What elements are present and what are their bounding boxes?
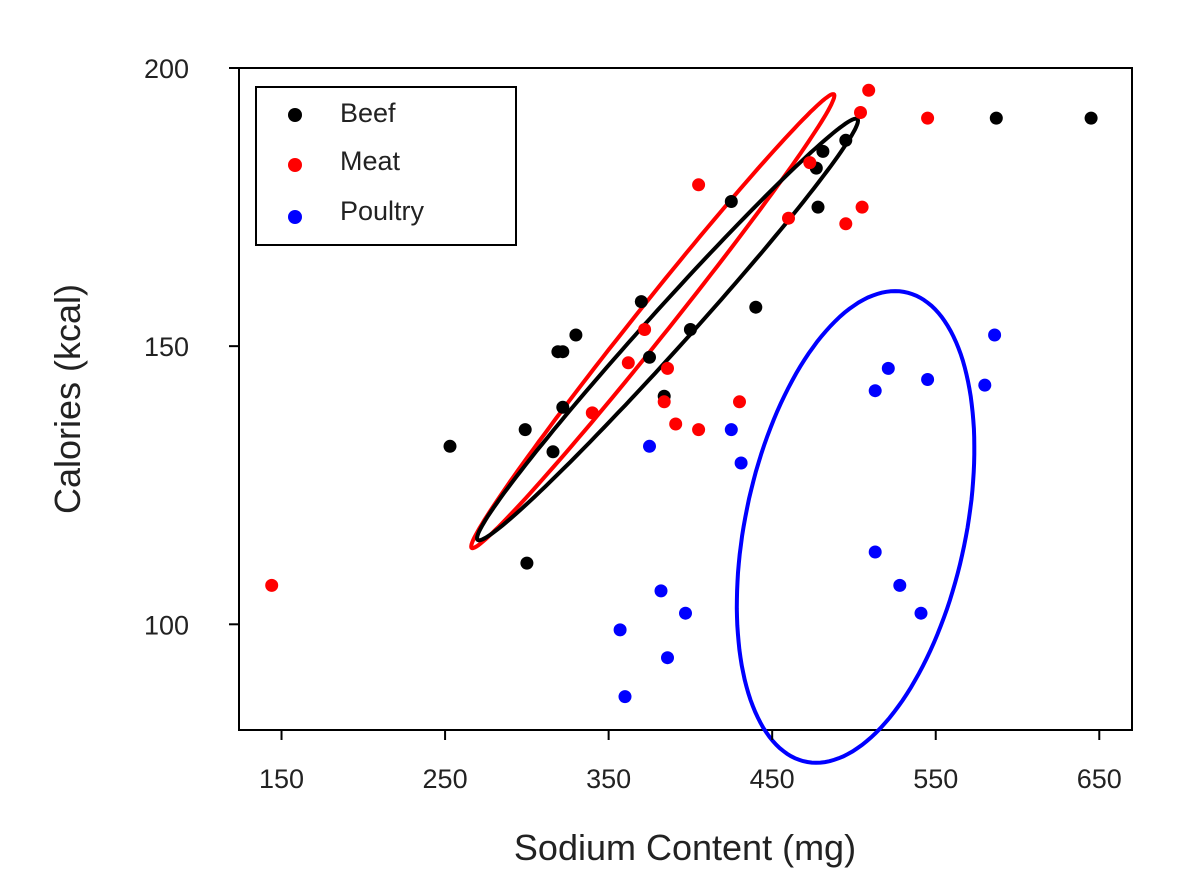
legend-label-poultry: Poultry bbox=[340, 196, 425, 226]
point-beef-7 bbox=[569, 328, 583, 342]
point-beef-18 bbox=[989, 111, 1003, 125]
point-beef-2 bbox=[520, 556, 534, 570]
data-points bbox=[265, 83, 1098, 704]
x-tick-label-350: 350 bbox=[586, 764, 631, 794]
x-tick-label-650: 650 bbox=[1077, 764, 1122, 794]
x-tick-label-150: 150 bbox=[259, 764, 304, 794]
legend-label-beef: Beef bbox=[340, 98, 396, 128]
plot-frame bbox=[238, 67, 1133, 731]
point-meat-7 bbox=[692, 423, 706, 437]
point-meat-10 bbox=[782, 211, 795, 225]
point-poultry-6 bbox=[724, 423, 738, 437]
point-poultry-5 bbox=[679, 606, 692, 620]
point-meat-0 bbox=[265, 578, 279, 592]
point-meat-5 bbox=[657, 395, 671, 409]
confidence-ellipses bbox=[469, 92, 977, 765]
point-poultry-13 bbox=[921, 373, 935, 386]
point-meat-9 bbox=[733, 395, 746, 409]
point-beef-8 bbox=[634, 295, 648, 309]
y-axis-title: Calories (kcal) bbox=[47, 284, 88, 514]
point-meat-1 bbox=[585, 406, 599, 420]
point-beef-13 bbox=[749, 300, 763, 314]
point-poultry-3 bbox=[654, 584, 668, 598]
ellipse-poultry bbox=[734, 289, 977, 765]
point-poultry-10 bbox=[881, 361, 895, 375]
point-meat-6 bbox=[669, 417, 683, 431]
y-tick-label-100: 100 bbox=[144, 610, 189, 640]
legend-marker-beef bbox=[288, 108, 302, 122]
legend-label-meat: Meat bbox=[340, 146, 401, 176]
ellipse-beef bbox=[475, 116, 861, 543]
point-meat-11 bbox=[803, 156, 817, 170]
x-tick-label-450: 450 bbox=[750, 764, 795, 794]
x-axis-title: Sodium Content (mg) bbox=[514, 827, 856, 868]
x-axis: 150 250 350 450 550 650 bbox=[259, 730, 1122, 794]
point-poultry-0 bbox=[613, 623, 627, 637]
legend-marker-poultry bbox=[288, 210, 302, 224]
point-poultry-15 bbox=[988, 328, 1002, 342]
point-beef-1 bbox=[518, 423, 532, 437]
point-meat-13 bbox=[855, 200, 869, 214]
point-beef-3 bbox=[546, 445, 560, 459]
point-beef-6 bbox=[556, 400, 570, 414]
point-meat-3 bbox=[638, 323, 652, 336]
ellipse-meat bbox=[469, 92, 837, 551]
legend: Beef Meat Poultry bbox=[255, 86, 517, 246]
point-poultry-7 bbox=[734, 456, 748, 470]
point-meat-12 bbox=[839, 217, 853, 231]
point-poultry-9 bbox=[868, 545, 882, 559]
x-tick-label-550: 550 bbox=[913, 764, 958, 794]
point-poultry-11 bbox=[893, 578, 907, 592]
point-beef-15 bbox=[811, 200, 825, 214]
point-meat-14 bbox=[854, 106, 867, 119]
point-meat-4 bbox=[661, 361, 674, 375]
point-beef-19 bbox=[1084, 111, 1098, 125]
point-beef-0 bbox=[443, 439, 457, 453]
point-beef-11 bbox=[683, 323, 697, 336]
point-beef-9 bbox=[643, 350, 656, 364]
point-beef-16 bbox=[816, 144, 830, 158]
point-poultry-12 bbox=[914, 606, 928, 620]
point-poultry-8 bbox=[868, 384, 882, 398]
point-beef-17 bbox=[839, 133, 853, 147]
point-poultry-14 bbox=[978, 378, 992, 392]
point-meat-2 bbox=[621, 356, 635, 370]
point-meat-15 bbox=[862, 83, 876, 97]
y-tick-label-200: 200 bbox=[144, 54, 189, 84]
point-poultry-4 bbox=[661, 651, 674, 665]
y-tick-label-150: 150 bbox=[144, 332, 189, 362]
point-beef-12 bbox=[724, 195, 738, 208]
y-axis: 100 150 200 bbox=[144, 54, 239, 640]
legend-marker-meat bbox=[288, 158, 302, 172]
point-beef-5 bbox=[556, 345, 570, 359]
x-tick-label-250: 250 bbox=[423, 764, 468, 794]
point-poultry-2 bbox=[643, 439, 656, 453]
point-poultry-1 bbox=[618, 690, 632, 704]
point-meat-8 bbox=[692, 178, 706, 192]
point-meat-16 bbox=[921, 111, 935, 125]
